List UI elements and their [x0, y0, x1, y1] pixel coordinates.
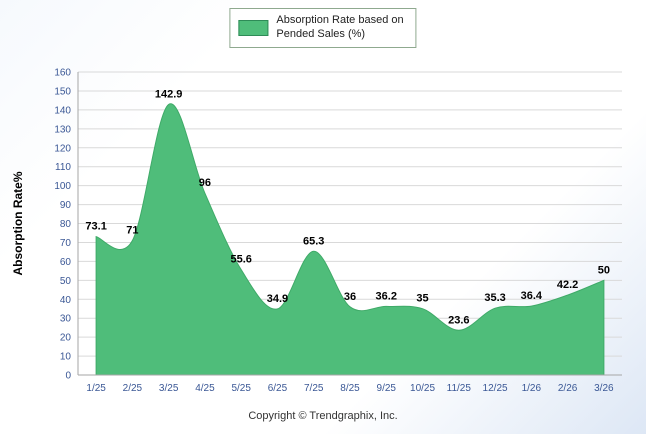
- svg-text:23.6: 23.6: [448, 314, 469, 326]
- svg-text:36: 36: [344, 291, 356, 303]
- copyright-text: Copyright © Trendgraphix, Inc.: [248, 410, 398, 422]
- svg-text:73.1: 73.1: [85, 221, 106, 233]
- svg-text:50: 50: [598, 264, 610, 276]
- svg-text:6/25: 6/25: [268, 383, 288, 394]
- svg-text:70: 70: [60, 238, 72, 249]
- svg-text:60: 60: [60, 257, 72, 268]
- svg-text:2/26: 2/26: [558, 383, 578, 394]
- svg-text:110: 110: [55, 162, 71, 173]
- svg-text:35: 35: [416, 293, 428, 305]
- svg-text:71: 71: [126, 225, 138, 237]
- svg-text:20: 20: [60, 333, 72, 344]
- legend-swatch: [238, 19, 269, 36]
- svg-text:150: 150: [54, 86, 71, 97]
- svg-text:55.6: 55.6: [230, 254, 251, 266]
- svg-text:80: 80: [60, 219, 72, 230]
- svg-text:90: 90: [60, 200, 72, 211]
- svg-text:160: 160: [54, 68, 71, 79]
- svg-text:1/25: 1/25: [86, 383, 106, 394]
- legend-label-line1: Absorption Rate based on: [276, 14, 404, 26]
- svg-text:10: 10: [60, 352, 72, 363]
- legend-label: Absorption Rate based on Pended Sales (%…: [276, 14, 403, 42]
- svg-text:130: 130: [54, 124, 71, 135]
- svg-text:30: 30: [60, 314, 72, 325]
- svg-text:35.3: 35.3: [484, 292, 505, 304]
- svg-text:65.3: 65.3: [303, 235, 324, 247]
- svg-text:2/25: 2/25: [123, 383, 143, 394]
- chart-legend: Absorption Rate based on Pended Sales (%…: [229, 8, 417, 48]
- svg-text:3/25: 3/25: [159, 383, 179, 394]
- svg-text:96: 96: [199, 177, 211, 189]
- svg-text:7/25: 7/25: [304, 383, 324, 394]
- svg-text:5/25: 5/25: [231, 383, 251, 394]
- svg-text:8/25: 8/25: [340, 383, 360, 394]
- svg-text:142.9: 142.9: [155, 88, 183, 100]
- svg-text:36.4: 36.4: [521, 290, 543, 302]
- svg-text:12/25: 12/25: [483, 383, 508, 394]
- svg-text:Absorption Rate%: Absorption Rate%: [11, 171, 25, 275]
- svg-text:11/25: 11/25: [447, 383, 472, 394]
- svg-text:4/25: 4/25: [195, 383, 215, 394]
- svg-text:42.2: 42.2: [557, 279, 578, 291]
- svg-text:34.9: 34.9: [267, 293, 288, 305]
- legend-label-line2: Pended Sales (%): [276, 27, 366, 40]
- svg-text:0: 0: [65, 371, 71, 382]
- svg-text:140: 140: [54, 105, 71, 116]
- svg-text:120: 120: [54, 143, 71, 154]
- svg-text:100: 100: [54, 181, 71, 192]
- svg-text:9/25: 9/25: [377, 383, 397, 394]
- svg-text:3/26: 3/26: [594, 383, 614, 394]
- svg-text:10/25: 10/25: [410, 383, 435, 394]
- svg-text:36.2: 36.2: [376, 290, 397, 302]
- svg-text:40: 40: [60, 295, 72, 306]
- svg-text:1/26: 1/26: [522, 383, 542, 394]
- svg-text:50: 50: [60, 276, 72, 287]
